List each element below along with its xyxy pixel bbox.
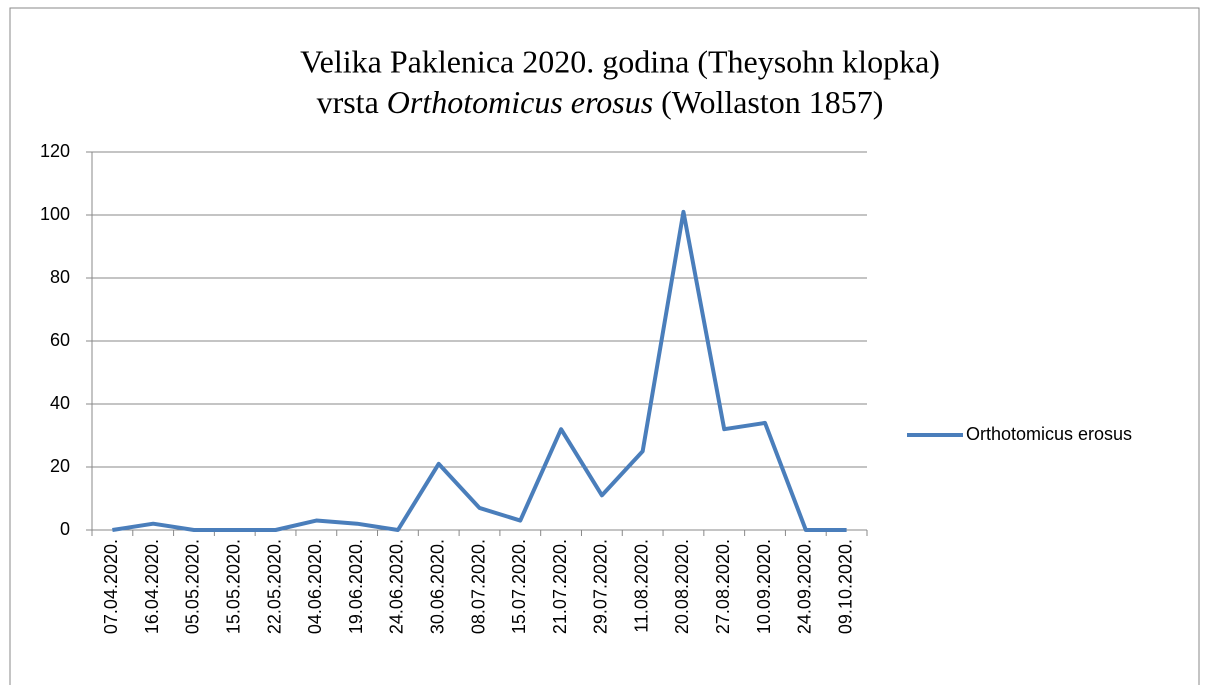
y-tick-label: 80 [50,267,70,287]
x-tick-label: 16.04.2020. [142,539,162,634]
title-part: Orthotomicus erosus [387,84,653,120]
x-tick-label: 21.07.2020. [550,539,570,634]
chart-frame [9,7,1200,685]
x-tick-label: 04.06.2020. [305,539,325,634]
title-part: (Wollaston 1857) [661,84,883,120]
x-tick-label: 20.08.2020. [672,539,692,634]
x-tick-label: 27.08.2020. [713,539,733,634]
x-tick-label: 05.05.2020. [183,539,203,634]
x-tick-label: 24.09.2020. [795,539,815,634]
x-tick-label: 09.10.2020. [835,539,855,634]
chart-title: Velika Paklenica 2020. godina (Theysohn … [300,43,940,79]
y-tick-label: 20 [50,456,70,476]
line-series [112,209,847,532]
x-tick-label: 19.06.2020. [346,539,366,634]
x-tick-label: 15.07.2020. [509,539,529,634]
x-tick-label: 11.08.2020. [631,539,651,633]
y-tick-label: 60 [50,330,70,350]
y-tick-label: 40 [50,393,70,413]
y-tick-label: 0 [60,519,70,539]
y-tick-label: 100 [40,204,70,224]
title-part: vrsta [317,84,379,120]
y-tick-label: 120 [40,141,70,161]
chart-title: vrsta Orthotomicus erosus (Wollaston 185… [317,84,884,120]
x-tick-label: 10.09.2020. [754,539,774,634]
x-tick-label: 22.05.2020. [264,539,284,634]
x-tick-label: 24.06.2020. [387,539,407,634]
x-tick-label: 29.07.2020. [591,539,611,634]
x-tick-label: 08.07.2020. [468,539,488,634]
legend-label: Orthotomicus erosus [966,424,1132,444]
x-tick-label: 30.06.2020. [427,539,447,634]
x-tick-label: 07.04.2020. [101,539,121,634]
x-tick-label: 15.05.2020. [224,539,244,634]
